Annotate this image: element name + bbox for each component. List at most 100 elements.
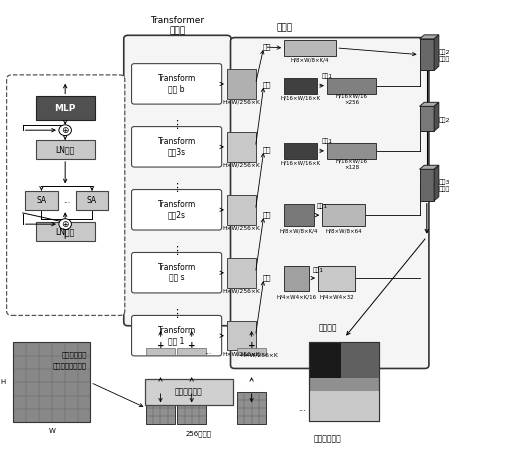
FancyBboxPatch shape	[132, 189, 222, 230]
Polygon shape	[434, 165, 439, 201]
FancyBboxPatch shape	[36, 222, 94, 241]
FancyBboxPatch shape	[227, 69, 256, 99]
FancyBboxPatch shape	[284, 143, 317, 159]
FancyBboxPatch shape	[419, 169, 434, 201]
Polygon shape	[419, 102, 439, 106]
FancyBboxPatch shape	[284, 78, 317, 94]
Text: H/4×W4×32: H/4×W4×32	[319, 294, 354, 299]
Text: 变形: 变形	[263, 275, 271, 281]
FancyBboxPatch shape	[309, 391, 379, 421]
Text: 卷积2: 卷积2	[439, 117, 450, 123]
Text: H×W/256×K: H×W/256×K	[240, 353, 278, 358]
Text: 卷积1: 卷积1	[317, 203, 328, 209]
Text: ⋮: ⋮	[171, 308, 182, 318]
Text: Transform
模块2s: Transform 模块2s	[158, 200, 196, 220]
FancyBboxPatch shape	[124, 35, 231, 326]
Polygon shape	[419, 165, 439, 169]
Text: 卷积3
上采样: 卷积3 上采样	[439, 180, 450, 192]
Text: H×W/256×K: H×W/256×K	[222, 226, 260, 231]
FancyBboxPatch shape	[132, 315, 222, 356]
Text: H/16×W/16×K: H/16×W/16×K	[280, 96, 320, 101]
FancyBboxPatch shape	[284, 204, 314, 226]
FancyBboxPatch shape	[25, 191, 57, 210]
Text: 预测结果: 预测结果	[319, 323, 337, 332]
FancyBboxPatch shape	[230, 37, 429, 368]
Text: ...: ...	[298, 404, 306, 413]
FancyBboxPatch shape	[284, 266, 309, 291]
Text: +: +	[188, 341, 196, 350]
Text: 卷积2
上采样: 卷积2 上采样	[439, 50, 450, 62]
Text: 卷积1: 卷积1	[321, 74, 333, 79]
Text: ⋮: ⋮	[171, 183, 182, 193]
FancyBboxPatch shape	[132, 64, 222, 104]
Text: Transform
模块3s: Transform 模块3s	[158, 137, 196, 156]
Text: +: +	[157, 341, 164, 350]
Text: H/4×W4×K/16: H/4×W4×K/16	[277, 294, 317, 299]
FancyBboxPatch shape	[309, 342, 379, 421]
FancyBboxPatch shape	[318, 266, 356, 291]
Text: 语义分割结果: 语义分割结果	[314, 435, 342, 444]
Circle shape	[59, 219, 72, 230]
Text: LN模块: LN模块	[55, 145, 75, 154]
FancyBboxPatch shape	[327, 143, 376, 159]
FancyBboxPatch shape	[145, 379, 232, 405]
Text: 变形: 变形	[263, 147, 271, 153]
FancyBboxPatch shape	[76, 191, 108, 210]
FancyBboxPatch shape	[6, 75, 125, 315]
Text: 变形: 变形	[263, 212, 271, 218]
FancyBboxPatch shape	[36, 140, 94, 159]
Text: H/16×W/16
×256: H/16×W/16 ×256	[335, 94, 367, 105]
Text: W: W	[48, 428, 55, 433]
Text: H×W/256×K: H×W/256×K	[222, 352, 260, 357]
Text: LN模块: LN模块	[55, 227, 75, 236]
Text: 变形: 变形	[263, 44, 271, 51]
Text: ⋮: ⋮	[171, 120, 182, 130]
Text: Transform
模块 b: Transform 模块 b	[158, 74, 196, 93]
FancyBboxPatch shape	[284, 40, 336, 56]
Text: 256块图片: 256块图片	[185, 430, 211, 437]
Text: 线性变换输出序列: 线性变换输出序列	[52, 363, 86, 369]
FancyBboxPatch shape	[227, 258, 256, 288]
Text: Transformer
编码器: Transformer 编码器	[150, 16, 204, 35]
Text: Transform
模块 1: Transform 模块 1	[158, 326, 196, 345]
Text: H/8×W/8×K/4: H/8×W/8×K/4	[279, 229, 318, 234]
Text: ⋮: ⋮	[171, 246, 182, 256]
FancyBboxPatch shape	[341, 342, 379, 378]
FancyBboxPatch shape	[13, 342, 91, 423]
FancyBboxPatch shape	[419, 106, 434, 131]
Polygon shape	[419, 35, 439, 39]
FancyBboxPatch shape	[309, 342, 341, 378]
FancyBboxPatch shape	[327, 78, 376, 94]
FancyBboxPatch shape	[419, 39, 434, 70]
Polygon shape	[434, 35, 439, 70]
Text: +: +	[248, 341, 256, 350]
FancyBboxPatch shape	[322, 204, 365, 226]
FancyBboxPatch shape	[178, 392, 206, 424]
FancyBboxPatch shape	[178, 348, 206, 354]
Text: 位置编码嵌入: 位置编码嵌入	[62, 352, 87, 358]
Text: SA: SA	[87, 196, 97, 205]
Polygon shape	[434, 102, 439, 131]
Text: H×W/256×K: H×W/256×K	[222, 289, 260, 294]
Text: H/8×W/8×K/4: H/8×W/8×K/4	[291, 58, 329, 63]
Text: ...: ...	[63, 196, 70, 205]
Text: ⊕: ⊕	[62, 126, 69, 135]
Text: ⊕: ⊕	[62, 220, 69, 229]
Text: H×W/256×K: H×W/256×K	[222, 100, 260, 105]
FancyBboxPatch shape	[132, 253, 222, 293]
FancyBboxPatch shape	[132, 127, 222, 167]
FancyBboxPatch shape	[227, 133, 256, 161]
FancyBboxPatch shape	[146, 348, 175, 354]
Circle shape	[59, 125, 72, 136]
Text: Transform
模块 s: Transform 模块 s	[158, 263, 196, 282]
Text: 卷积1: 卷积1	[313, 267, 324, 273]
Text: 卷积1: 卷积1	[321, 138, 333, 144]
Text: H×W/256×K: H×W/256×K	[222, 163, 260, 168]
Text: H/16×W/16×K: H/16×W/16×K	[280, 161, 320, 166]
FancyBboxPatch shape	[237, 392, 266, 424]
Text: H: H	[1, 379, 6, 386]
Text: 解码器: 解码器	[276, 23, 292, 32]
FancyBboxPatch shape	[227, 195, 256, 225]
Text: SA: SA	[36, 196, 46, 205]
Text: MLP: MLP	[54, 104, 76, 113]
